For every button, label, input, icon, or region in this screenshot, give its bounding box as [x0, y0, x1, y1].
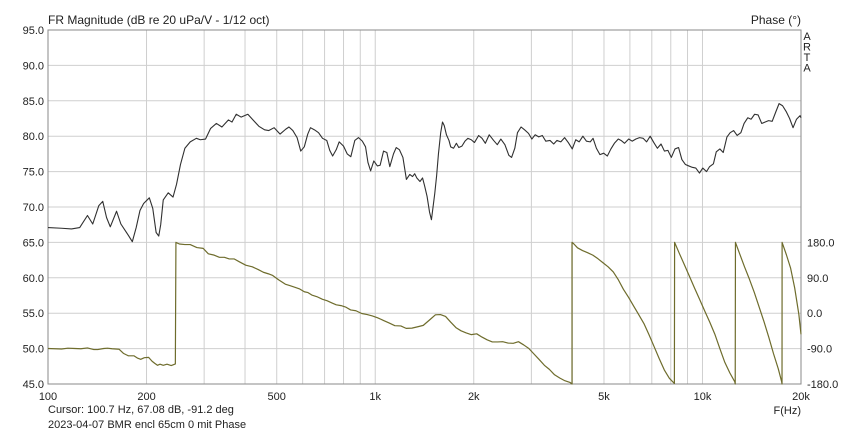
x-tick-label: 20k: [792, 391, 810, 403]
x-tick-label: 100: [39, 391, 57, 403]
y-left-tick-label: 50.0: [23, 344, 44, 356]
x-axis-label: F(Hz): [774, 405, 802, 417]
x-tick-label: 5k: [598, 391, 610, 403]
y-left-tick-label: 65.0: [23, 237, 44, 249]
measurement-caption: 2023-04-07 BMR encl 65cm 0 mit Phase: [48, 419, 247, 431]
x-tick-label: 500: [268, 391, 286, 403]
watermark-letter: A: [803, 63, 811, 75]
y-right-tick-label: 180.0: [807, 237, 835, 249]
y-left-tick-label: 45.0: [23, 379, 44, 391]
right-axis-tick-labels: 180.0 90.0 0.0 -90.0 -180.0: [807, 237, 838, 391]
y-left-tick-label: 60.0: [23, 273, 44, 285]
watermark-letter: T: [804, 52, 811, 64]
x-tick-label: 1k: [369, 391, 381, 403]
plot-frame: [47, 29, 802, 385]
watermark-letter: A: [803, 31, 811, 43]
watermark-letter: R: [803, 42, 811, 54]
right-axis-title: Phase (°): [751, 13, 801, 27]
chart-title: FR Magnitude (dB re 20 uPa/V - 1/12 oct): [48, 13, 269, 27]
plot-border: [47, 29, 802, 385]
x-tick-label: 10k: [694, 391, 712, 403]
phase-line: [47, 241, 802, 385]
cursor-readout: Cursor: 100.7 Hz, 67.08 dB, -91.2 deg: [48, 404, 234, 416]
y-left-tick-label: 55.0: [23, 308, 44, 320]
y-right-tick-label: 0.0: [807, 308, 822, 320]
y-left-tick-label: 85.0: [23, 96, 44, 108]
y-right-tick-label: -90.0: [807, 344, 832, 356]
y-left-tick-label: 70.0: [23, 202, 44, 214]
grid-lines: [47, 29, 802, 385]
left-axis-tick-labels: 95.0 90.0 85.0 80.0 75.0 70.0 65.0 60.0 55.0 50.0…: [23, 25, 44, 391]
y-left-tick-label: 80.0: [23, 131, 44, 143]
y-left-tick-label: 75.0: [23, 167, 44, 179]
series-lines: [47, 103, 802, 385]
x-tick-label: 2k: [468, 391, 480, 403]
magnitude-line: [47, 103, 802, 243]
x-tick-labels: 100 200 500 1k 2k 5k 10k 20k: [39, 391, 811, 403]
y-left-tick-label: 90.0: [23, 60, 44, 72]
x-tick-label: 200: [137, 391, 155, 403]
y-right-tick-label: -180.0: [807, 379, 838, 391]
y-right-tick-label: 90.0: [807, 273, 828, 285]
y-left-tick-label: 95.0: [23, 25, 44, 37]
